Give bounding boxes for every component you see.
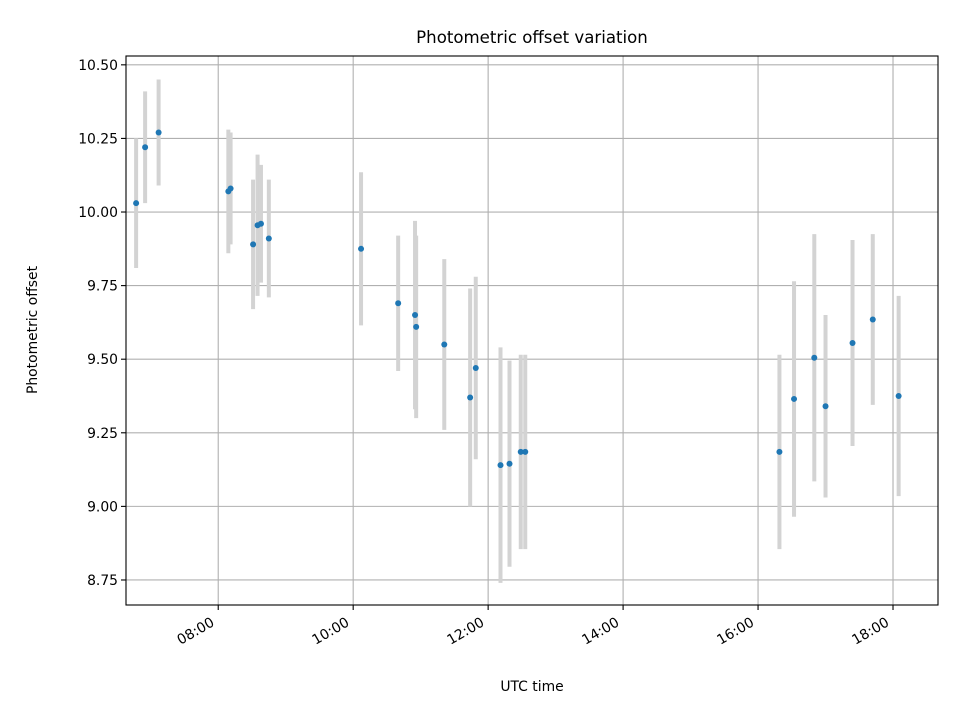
y-tick-label: 9.25 <box>87 426 118 442</box>
data-point <box>811 354 818 361</box>
data-point <box>250 241 257 248</box>
y-tick-label: 10.50 <box>78 58 118 74</box>
data-point <box>412 312 419 319</box>
chart-title: Photometric offset variation <box>416 28 648 47</box>
y-tick-label: 9.50 <box>87 352 118 368</box>
y-tick-label: 10.00 <box>78 205 118 221</box>
x-axis-label: UTC time <box>500 679 563 695</box>
data-point <box>227 185 234 192</box>
data-points <box>133 129 902 469</box>
data-point <box>142 144 149 151</box>
data-point <box>522 448 529 455</box>
data-point <box>517 448 524 455</box>
data-point <box>358 245 365 252</box>
data-point <box>895 392 902 399</box>
y-tick-label: 9.00 <box>87 499 118 515</box>
data-point <box>506 460 513 467</box>
y-tick-label: 10.25 <box>78 131 118 147</box>
data-point <box>257 220 264 227</box>
data-point <box>791 395 798 402</box>
data-point <box>849 340 856 347</box>
y-axis-label: Photometric offset <box>25 265 41 394</box>
data-point <box>822 403 829 410</box>
data-point <box>467 394 474 401</box>
data-point <box>155 129 162 136</box>
grid-lines <box>126 56 938 605</box>
data-point <box>441 341 448 348</box>
data-point <box>497 462 504 469</box>
data-point <box>133 200 140 207</box>
plot-frame <box>125 55 939 606</box>
data-point <box>265 235 272 242</box>
y-tick-label: 8.75 <box>87 573 118 589</box>
data-point <box>776 448 783 455</box>
data-point <box>869 316 876 323</box>
y-tick-label: 9.75 <box>87 279 118 295</box>
data-point <box>472 365 479 372</box>
y-axis-ticks: 8.75 9.00 9.25 9.50 9.75 10.00 10.25 10.50 <box>78 58 126 589</box>
data-point <box>413 323 420 330</box>
data-point <box>395 300 402 307</box>
